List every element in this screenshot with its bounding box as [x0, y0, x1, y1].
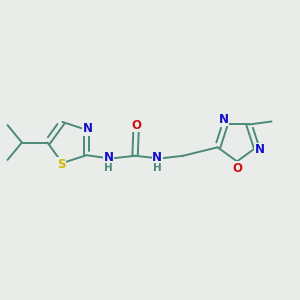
Text: N: N [104, 151, 114, 164]
Text: H: H [153, 163, 162, 173]
Text: H: H [104, 163, 113, 173]
Text: N: N [219, 112, 229, 126]
Text: N: N [255, 143, 265, 156]
Text: O: O [131, 119, 141, 132]
Text: O: O [232, 161, 242, 175]
Text: N: N [152, 151, 162, 164]
Text: N: N [83, 122, 93, 135]
Text: S: S [57, 158, 65, 171]
